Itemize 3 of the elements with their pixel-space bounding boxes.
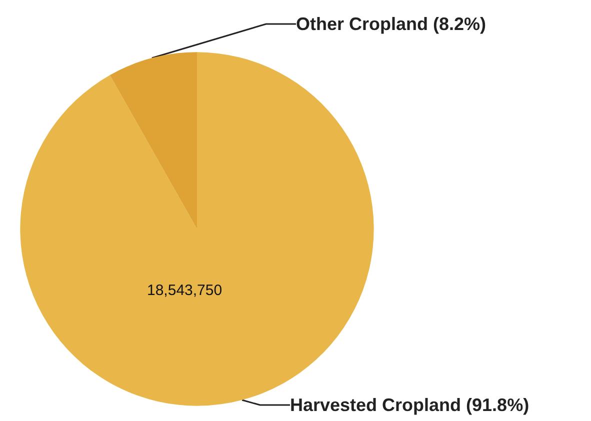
slice-label: Harvested Cropland (91.8%) — [290, 395, 530, 415]
text: 18,543,750 — [147, 282, 222, 299]
slice-label: Other Cropland (8.2%) — [296, 14, 486, 34]
